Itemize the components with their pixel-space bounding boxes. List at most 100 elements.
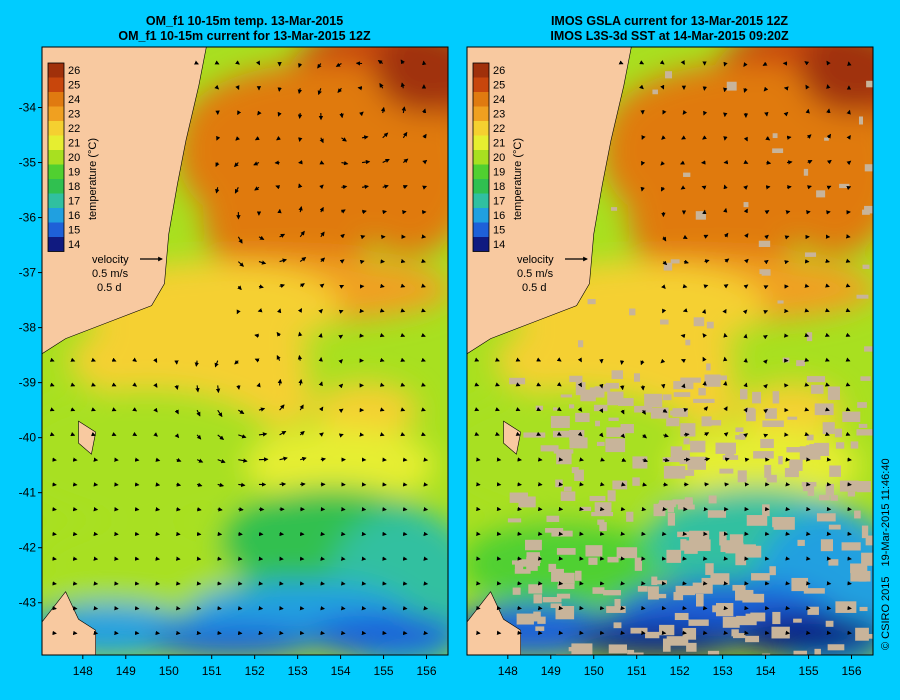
current-arrow	[661, 135, 666, 140]
current-arrow	[743, 62, 748, 67]
colorbar-tick-label: 20	[493, 152, 505, 164]
cloud-pixel	[670, 410, 684, 416]
cloud-pixel	[731, 616, 738, 624]
current-arrow	[360, 235, 366, 240]
cloud-pixel	[603, 590, 621, 596]
cloud-pixel	[735, 551, 747, 566]
cloud-pixel	[725, 453, 735, 459]
cloud-pixel	[666, 417, 680, 427]
colorbar-tick-label: 24	[493, 94, 505, 106]
current-arrow	[320, 231, 325, 238]
current-arrow	[258, 407, 266, 412]
x-tick-label: 156	[842, 664, 862, 678]
sst-patch	[42, 388, 285, 521]
colorbar-label: temperature (°C)	[512, 138, 524, 220]
current-arrow	[682, 284, 688, 289]
cloud-pixel	[662, 638, 671, 652]
current-arrow	[196, 531, 202, 537]
current-arrow	[299, 430, 305, 436]
cloud-pixel	[673, 392, 691, 397]
cloud-pixel	[556, 450, 572, 465]
current-arrow	[599, 408, 604, 414]
current-arrow	[319, 160, 325, 165]
model-sst-field	[42, 47, 448, 655]
current-arrow	[214, 60, 220, 65]
current-vectors	[474, 60, 852, 635]
current-arrow	[683, 432, 690, 437]
cloud-pixel	[675, 585, 695, 593]
current-arrow	[762, 61, 768, 66]
current-arrow	[300, 456, 307, 462]
cloud-pixel	[765, 408, 777, 419]
colorbar-tick-label: 22	[68, 123, 80, 135]
cloud-pixel	[762, 504, 770, 517]
cloud-pixel	[634, 557, 643, 571]
cloud-pixel	[662, 457, 681, 463]
cloud-pixel	[816, 190, 826, 198]
cloud-pixel	[771, 626, 790, 639]
panel-frame	[41, 46, 449, 656]
cloud-pixel	[677, 531, 690, 538]
current-arrow	[153, 407, 158, 413]
cloud-pixel	[507, 518, 522, 523]
x-tick-label: 152	[670, 664, 690, 678]
cloud-pixel	[799, 446, 821, 460]
cloud-pixel	[632, 477, 640, 486]
colorbar-frame	[472, 62, 490, 252]
cloud-pixel	[715, 602, 734, 617]
cloud-pixel	[516, 613, 534, 625]
current-arrow	[258, 432, 268, 437]
colorbar-label: temperature (°C)	[87, 138, 99, 220]
current-arrow	[806, 134, 812, 139]
cloud-pixel	[618, 398, 634, 407]
current-arrow	[339, 112, 344, 119]
cloud-pixel	[556, 593, 571, 599]
current-arrow	[663, 433, 669, 438]
current-arrow	[238, 409, 245, 414]
current-arrow	[217, 434, 225, 440]
cloud-pixel	[735, 427, 744, 433]
cloud-pixel	[594, 502, 612, 512]
current-arrow	[238, 507, 244, 512]
cloud-pixel	[580, 506, 592, 511]
cloud-pixel	[614, 598, 621, 610]
cloud-pixel	[656, 408, 662, 415]
current-arrow	[155, 482, 161, 487]
cloud-pixel	[835, 601, 857, 613]
current-arrow	[663, 482, 669, 487]
y-tick-label: -34	[19, 101, 37, 115]
sst-patch	[602, 85, 723, 218]
current-arrow	[681, 135, 686, 140]
colorbar-swatch	[473, 208, 489, 223]
current-arrow	[319, 283, 325, 289]
cloud-pixel	[854, 510, 861, 519]
current-arrow	[319, 137, 324, 144]
current-arrow	[377, 60, 384, 65]
current-arrow	[153, 382, 158, 388]
cloud-pixel	[746, 408, 756, 422]
current-arrow	[826, 185, 832, 190]
current-arrow	[661, 284, 666, 289]
cloud-pixel	[795, 459, 803, 471]
x-tick-label: 150	[584, 664, 604, 678]
cloud-pixel	[670, 446, 683, 460]
cloud-pixel	[834, 428, 842, 438]
cloud-pixel	[552, 430, 574, 438]
current-arrow	[422, 159, 428, 165]
current-arrow	[704, 259, 710, 264]
current-arrow	[683, 259, 689, 264]
current-arrow	[704, 457, 711, 462]
current-arrow	[783, 111, 789, 117]
current-arrow	[743, 159, 749, 164]
current-arrow	[826, 108, 831, 114]
current-arrow	[338, 309, 344, 314]
current-arrow	[237, 285, 242, 291]
current-arrow	[702, 135, 707, 140]
cloud-pixel	[726, 81, 737, 91]
cloud-pixel	[807, 606, 819, 615]
current-arrow	[703, 406, 708, 411]
current-arrow	[153, 432, 158, 437]
current-arrow	[701, 185, 707, 190]
cloud-pixel	[696, 593, 704, 607]
colorbar-tick-label: 18	[493, 181, 505, 193]
